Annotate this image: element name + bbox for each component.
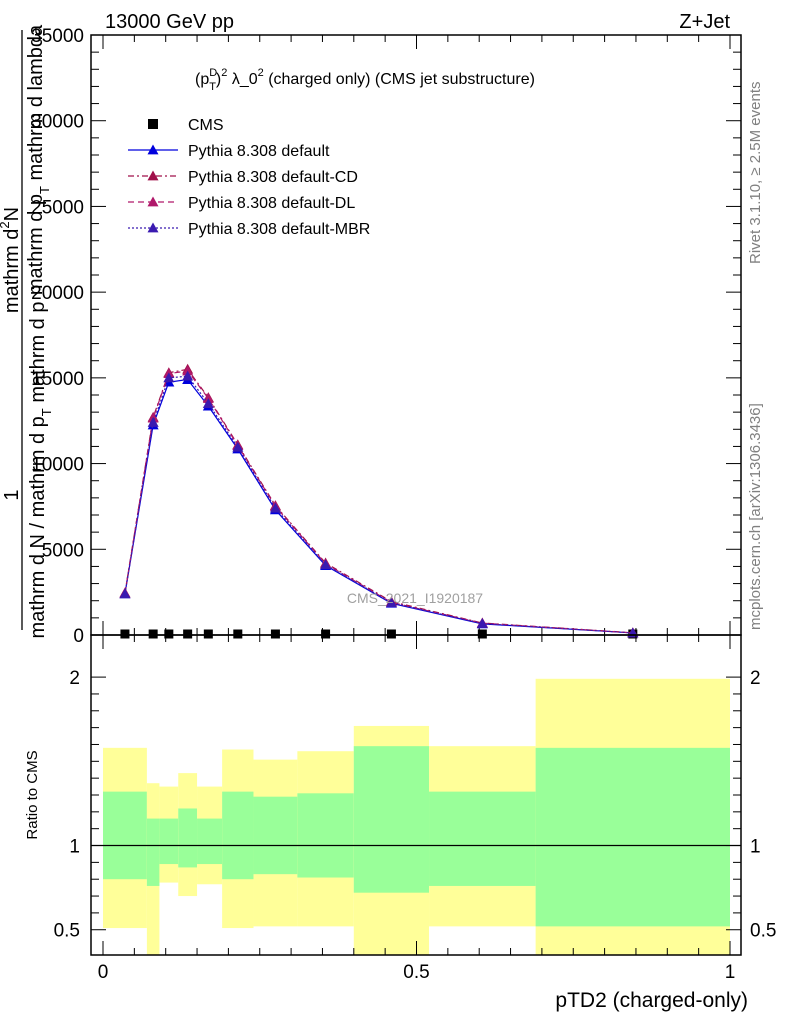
cms-data-point [321,629,331,639]
ratio-inner-band [103,791,147,880]
legend-label: Pythia 8.308 default [188,143,330,160]
ylabel-numerator-line2: mathrm d pT mathrm d lambda [25,24,52,295]
legend-label: Pythia 8.308 default-CD [188,169,358,186]
series-marker [232,441,244,452]
legend-marker [147,144,159,155]
series-marker [119,588,131,599]
plot-title: (pD T)2 λ_02 (charged only) (CMS jet subs… [195,67,535,93]
cms-data-point [386,629,396,639]
main-y-tick-label: 35000 [31,26,84,47]
ratio-ticks: 0.5 0.5 1 1 2 2 0 0.5 1 [54,635,776,983]
ratio-inner-band [535,747,730,927]
legend: CMS Pythia 8.308 default Pythia 8.308 defa… [128,117,370,238]
energy-label: 13000 GeV pp [105,11,234,33]
ratio-inner-band [197,818,223,865]
ratio-inner-band [222,791,254,880]
legend-label: Pythia 8.308 default-MBR [188,221,370,238]
ratio-inner-band [253,796,298,875]
legend-marker [147,222,159,233]
legend-marker [147,170,159,181]
main-y-ticks: 0 5000 10000 15000 20000 25000 30000 35000 [31,26,741,647]
ratio-y-axis-label: Ratio to CMS [24,750,41,839]
x-tick-label: 0.5 [403,962,429,983]
ratio-inner-band [297,793,354,878]
cms-data-point [233,629,243,639]
legend-marker [147,196,159,207]
ratio-y-tick-label: 2 [69,668,80,689]
series-marker [182,370,194,381]
cms-data-point [120,629,130,639]
series-marker [385,597,397,608]
ratio-y-tick-label-right: 2 [750,668,761,689]
ratio-inner-band [178,808,198,868]
main-y-tick-label: 5000 [42,540,84,561]
series-marker [182,365,194,376]
main-y-tick-label: 15000 [31,369,84,390]
x-tick-label: 0 [98,962,109,983]
series-marker [476,618,488,628]
legend-label: CMS [188,117,224,134]
cms-data-point [164,629,174,639]
cms-data-point [477,629,487,639]
ratio-y-tick-label: 0.5 [54,921,80,942]
main-panel: 0 5000 10000 15000 20000 25000 30000 35000 (pD T… [0,24,742,647]
series-marker [147,416,159,427]
legend-label: Pythia 8.308 default-DL [188,195,355,212]
main-y-tick-label: 10000 [31,455,84,476]
process-label: Z+Jet [679,11,730,33]
series-0 [120,629,638,639]
rivet-label: Rivet 3.1.10, ≥ 2.5M events [747,82,764,265]
cms-data-point [203,629,213,639]
series-marker [269,502,281,513]
series-marker [163,372,175,383]
ylabel-denominator: mathrm d N / mathrm d pT mathrm d p [27,302,54,639]
ratio-frame [90,634,742,956]
main-y-tick-label: 20000 [31,283,84,304]
x-tick-label: 1 [725,962,736,983]
ratio-inner-band [159,818,179,865]
cms-data-point [148,629,158,639]
main-y-tick-label: 30000 [31,112,84,133]
ratio-y-tick-label: 1 [69,837,80,858]
ratio-inner-band [353,746,430,893]
series-line [124,375,633,634]
mcplots-label: mcplots.cern.ch [arXiv:1306.3436] [747,403,764,630]
main-y-tick-label: 25000 [31,197,84,218]
main-y-axis-label: 1 mathrm d2N mathrm d pT mathrm d lambda… [0,24,54,638]
series-marker [320,559,332,570]
series-marker [202,392,214,403]
main-y-tick-label: 0 [73,626,84,647]
cms-data-point [270,629,280,639]
ratio-bands [91,678,741,955]
ratio-inner-band [429,791,536,886]
series-marker [202,398,214,408]
ratio-y-tick-label-right: 1 [750,837,761,858]
ylabel-one: 1 [1,489,23,500]
cms-data-point [183,629,193,639]
x-axis-label: pTD2 (charged-only) [555,989,748,1012]
series-line [124,368,633,634]
ratio-y-tick-label-right: 0.5 [750,921,776,942]
ratio-panel: 0.5 0.5 1 1 2 2 0 0.5 1 Ratio to CMS pTD2 (charg… [24,634,776,1012]
legend-marker-cms [148,119,158,129]
ylabel-numerator: mathrm d2N [0,207,23,313]
analysis-watermark: CMS_2021_I1920187 [347,590,483,606]
ratio-inner-band [146,818,160,886]
